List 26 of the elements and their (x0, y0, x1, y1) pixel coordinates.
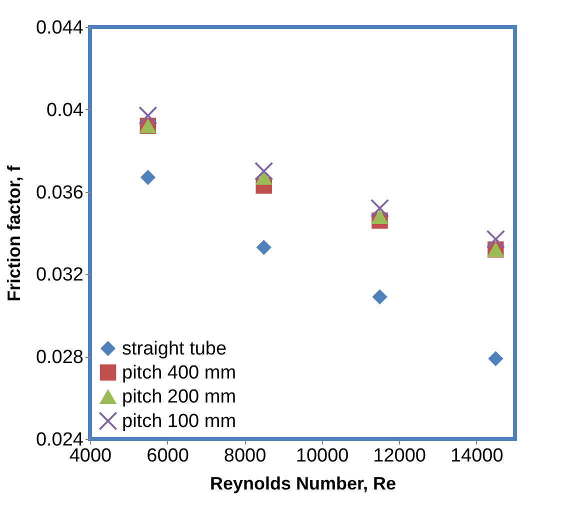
x-tick-label: 8000 (224, 446, 266, 466)
point (371, 209, 388, 224)
legend-label: pitch 100 mm (122, 411, 236, 432)
point (254, 162, 273, 180)
point (256, 240, 272, 256)
y-tick-label: 0.04 (46, 100, 84, 121)
legend-label: pitch 400 mm (122, 362, 236, 384)
legend-label: straight tube (122, 338, 227, 360)
point (372, 289, 388, 304)
x-tick-label: 10000 (296, 446, 349, 466)
point (138, 106, 158, 125)
x-tick-label: 6000 (146, 446, 189, 466)
x-tick-label: 4000 (69, 446, 112, 466)
y-tick-label: 0.044 (36, 18, 84, 38)
legend-label: pitch 200 mm (122, 386, 236, 408)
x-axis-title: Reynolds Number, Re (210, 474, 396, 494)
point (370, 199, 389, 218)
y-tick-label: 0.036 (36, 182, 84, 204)
y-axis-title: Friction factor, f (4, 164, 24, 302)
x-tick-label: 14000 (450, 446, 504, 466)
y-tick-label: 0.032 (36, 264, 84, 286)
y-tick-label: 0.028 (36, 347, 84, 368)
point (488, 351, 504, 366)
point (486, 230, 505, 248)
point (140, 170, 156, 185)
x-tick-label: 12000 (373, 446, 426, 466)
